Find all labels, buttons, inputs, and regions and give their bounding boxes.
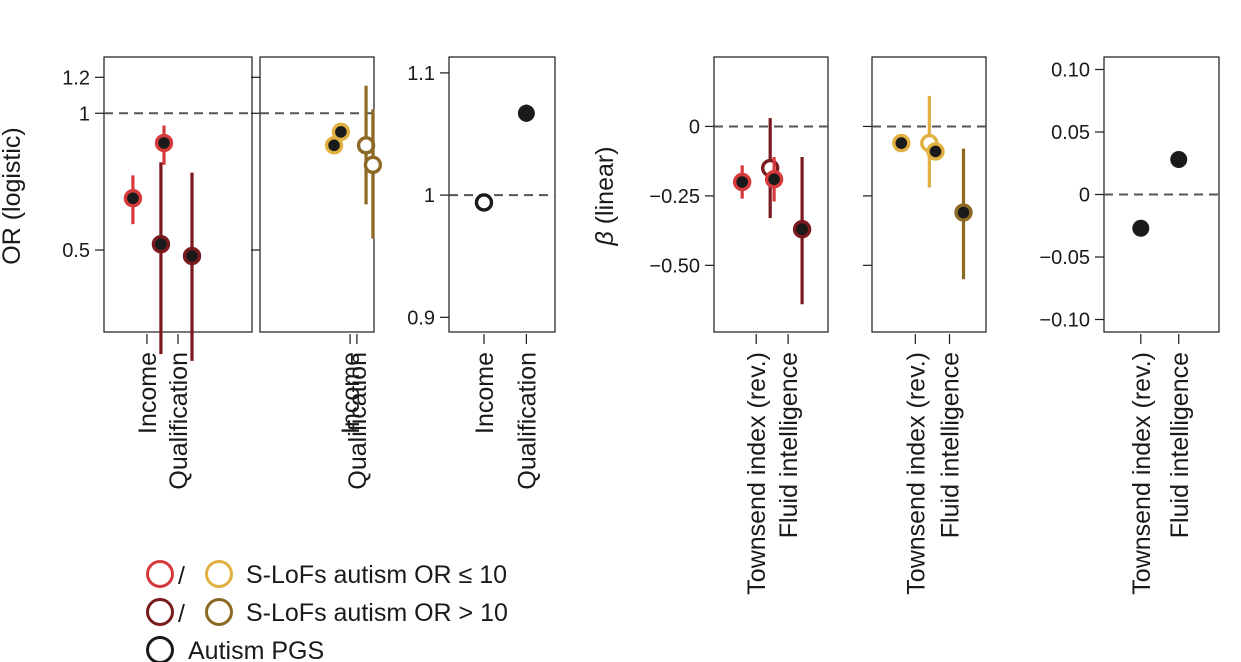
data-point [474,193,494,212]
panel-frame [103,56,253,333]
y-tick-label: 0.9 [407,307,435,329]
legend-row-1: / S-LoFs autism OR ≤ 10 [146,560,507,590]
data-point [792,220,812,239]
panel-6: −0.10 −0.05 0 0.05 0.10 Townsend index (rev.)… [1039,56,1220,595]
category-label: Fluid intelligence [775,352,803,538]
y-tick-label: −0.50 [649,255,700,277]
data-point [926,142,945,161]
y-tick-label: 1.2 [62,67,90,89]
data-point [764,170,784,189]
data-point [892,133,911,153]
y-tick-label: 0.10 [1051,60,1090,82]
data-point [123,189,143,208]
legend-label: Autism PGS [188,637,324,662]
y-tick-label: −0.05 [1039,247,1090,269]
panel-3: 0.9 1 1.1 Income Qualification [407,56,556,490]
legend-separator: / [178,600,185,628]
data-point [517,104,535,122]
y-tick-label: 0 [689,116,700,138]
category-label: Qualification [344,352,372,490]
legend-label: S-LoFs autism OR > 10 [246,599,508,627]
category-label: Income [471,352,499,434]
legend-ring [146,636,174,662]
data-point [331,122,351,142]
beta-label-text: (linear) [591,146,619,231]
y-tick-label: 0.5 [62,240,90,262]
category-label: Qualification [513,352,541,490]
data-point [363,155,383,175]
legend-ring [146,598,174,626]
panel-4: −0.50 −0.25 0 Townsend index (rev.) Fluid in… [649,56,829,595]
legend-separator: / [178,562,185,590]
category-label: Townsend index (rev.) [902,352,930,595]
data-point [732,172,752,192]
y-tick-label: 0.05 [1051,122,1090,144]
legend-ring [205,598,233,626]
category-label: Townsend index (rev.) [1128,352,1156,595]
legend-row-2: / S-LoFs autism OR > 10 [146,598,508,628]
panel-frame [713,56,829,333]
legend-ring [146,560,174,588]
data-point [182,246,202,266]
data-point [151,234,171,254]
panel-frame [259,56,375,333]
category-label: Townsend index (rev.) [743,352,771,595]
y-tick-label: −0.10 [1039,310,1090,332]
category-label: Income [337,352,365,434]
y-tick-label: 1 [424,185,435,207]
beta-symbol: β [591,231,619,246]
data-point [954,203,973,222]
y-axis-label-or: OR (logistic) [0,127,26,265]
y-axis-label-beta: β (linear) [591,146,619,246]
legend: / S-LoFs autism OR ≤ 10 / S-LoFs autism OR … [146,560,508,662]
category-label: Fluid intelligence [1166,352,1194,538]
data-point [1170,151,1188,168]
legend-row-3: Autism PGS [146,636,324,662]
y-tick-label: 1 [79,103,90,125]
y-tick-label: 1.1 [407,63,435,85]
y-tick-label: −0.25 [649,186,700,208]
category-label: Income [134,352,162,434]
panel-5: Townsend index (rev.) Fluid intelligence [863,56,987,595]
legend-label: S-LoFs autism OR ≤ 10 [246,561,507,589]
panel-1: 0.5 1 1.2 Income Qualification [62,56,253,490]
data-point [154,133,174,153]
category-label: Fluid intelligence [937,352,965,538]
legend-ring [205,560,233,588]
panel-frame [871,56,987,333]
y-tick-label: 0 [1079,185,1090,207]
category-label: Qualification [165,352,193,490]
data-point [1132,219,1150,237]
